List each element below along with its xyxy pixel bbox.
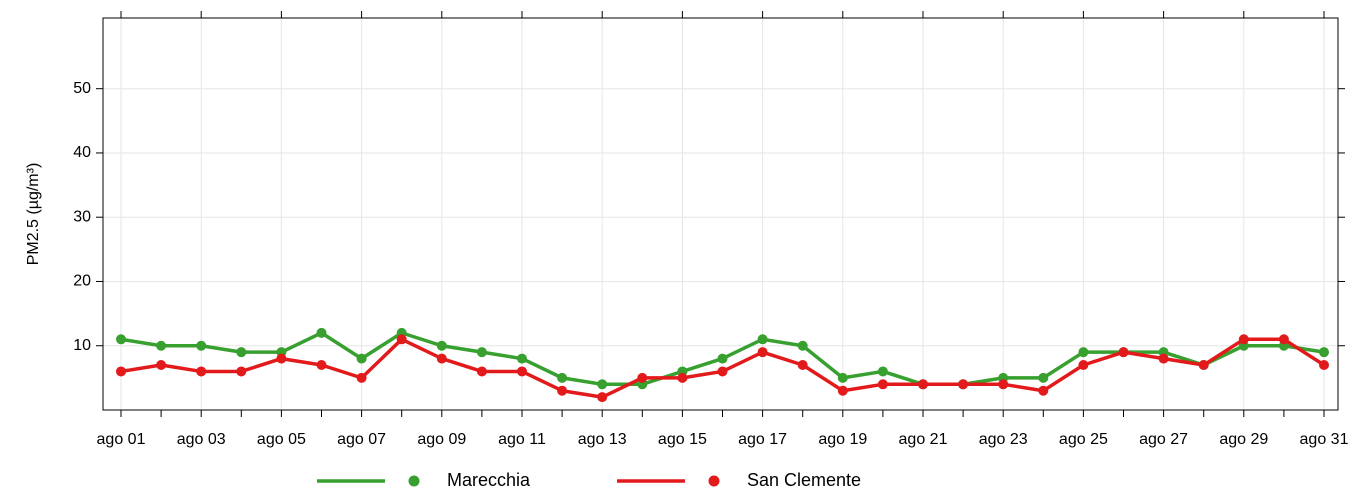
- x-tick-label: ago 31: [1300, 431, 1349, 448]
- x-tick-label: ago 01: [97, 431, 146, 448]
- data-point: [757, 347, 768, 358]
- data-point: [877, 366, 888, 377]
- data-point: [316, 327, 327, 338]
- y-tick-label: 50: [73, 80, 91, 97]
- data-point: [557, 385, 568, 396]
- x-tick-label: ago 27: [1139, 431, 1188, 448]
- data-point: [236, 366, 247, 377]
- data-point: [717, 353, 728, 364]
- data-point: [156, 360, 167, 371]
- y-tick-label: 40: [73, 144, 91, 161]
- data-point: [1038, 385, 1049, 396]
- data-point: [116, 334, 126, 345]
- data-point: [517, 366, 527, 377]
- data-point: [717, 366, 728, 377]
- x-tick-label: ago 11: [498, 431, 546, 448]
- data-point: [1038, 372, 1049, 383]
- data-point: [597, 392, 608, 403]
- legend-label: Marecchia: [447, 470, 531, 490]
- data-point: [196, 340, 207, 351]
- data-point: [1078, 360, 1089, 371]
- x-tick-label: ago 09: [417, 431, 466, 448]
- data-point: [436, 340, 447, 351]
- legend-point: [708, 475, 720, 487]
- data-point: [877, 379, 888, 390]
- x-tick-label: ago 25: [1059, 431, 1108, 448]
- data-point: [517, 353, 527, 364]
- data-point: [196, 366, 207, 377]
- data-point: [797, 340, 808, 351]
- x-tick-label: ago 05: [257, 431, 306, 448]
- data-point: [316, 360, 327, 371]
- data-point: [436, 353, 447, 364]
- plot-frame: [102, 17, 1339, 411]
- data-point: [1198, 360, 1209, 371]
- x-tick-label: ago 23: [979, 431, 1028, 448]
- x-tick-label: ago 15: [658, 431, 707, 448]
- data-point: [356, 353, 367, 364]
- data-point: [837, 385, 848, 396]
- data-point: [837, 372, 848, 383]
- legend-label: San Clemente: [747, 470, 861, 490]
- data-point: [116, 366, 126, 377]
- data-point: [276, 353, 287, 364]
- data-point: [958, 379, 969, 390]
- data-point: [1238, 334, 1249, 345]
- data-point: [476, 347, 487, 358]
- data-point: [918, 379, 928, 390]
- data-point: [396, 334, 407, 345]
- data-point: [757, 334, 768, 345]
- data-point: [1319, 347, 1329, 358]
- y-tick-label: 30: [73, 208, 91, 225]
- data-point: [1158, 353, 1169, 364]
- data-point: [597, 379, 608, 390]
- y-tick-label: 10: [73, 337, 91, 354]
- data-point: [557, 372, 568, 383]
- data-point: [236, 347, 247, 358]
- data-point: [998, 379, 1009, 390]
- x-tick-label: ago 03: [177, 431, 226, 448]
- x-tick-label: ago 29: [1219, 431, 1268, 448]
- x-tick-label: ago 13: [578, 431, 627, 448]
- data-point: [677, 372, 688, 383]
- y-axis-label: PM2.5 (µg/m³): [25, 163, 42, 266]
- data-point: [356, 372, 367, 383]
- data-point: [1319, 360, 1329, 371]
- data-point: [1078, 347, 1089, 358]
- x-tick-label: ago 07: [337, 431, 386, 448]
- x-tick-label: ago 17: [738, 431, 787, 448]
- data-point: [637, 372, 648, 383]
- data-point: [156, 340, 167, 351]
- data-point: [1118, 347, 1129, 358]
- x-tick-label: ago 21: [899, 431, 948, 448]
- data-point: [1278, 334, 1289, 345]
- legend-point: [408, 475, 420, 487]
- data-point: [797, 360, 808, 371]
- data-point: [476, 366, 487, 377]
- y-tick-label: 20: [73, 273, 91, 290]
- x-tick-label: ago 19: [818, 431, 867, 448]
